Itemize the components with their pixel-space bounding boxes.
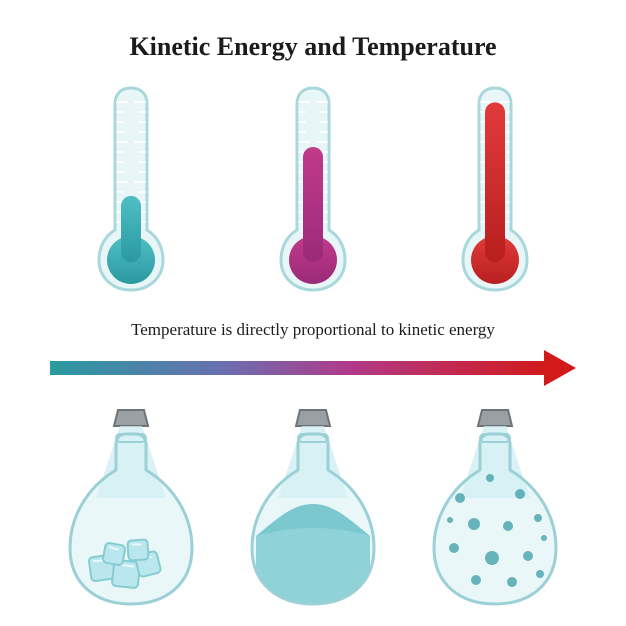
flask-liquid: [238, 408, 388, 608]
flask-gas: [420, 408, 570, 608]
gradient-arrow: [50, 348, 576, 393]
flask-icon: [238, 408, 388, 608]
thermometer-icon: [91, 82, 171, 292]
thermometer-icon: [273, 82, 353, 292]
flask-icon: [56, 408, 206, 608]
flask-ice: [56, 408, 206, 608]
flask-icon: [420, 408, 570, 608]
thermometer-icon: [455, 82, 535, 292]
thermometer-row: [0, 82, 626, 292]
thermometer-medium: [248, 82, 378, 292]
thermometer-cold: [66, 82, 196, 292]
flask-row: [0, 408, 626, 608]
arrow-icon: [50, 348, 576, 388]
thermometer-hot: [430, 82, 560, 292]
page-title: Kinetic Energy and Temperature: [0, 32, 626, 62]
caption-text: Temperature is directly proportional to …: [0, 320, 626, 340]
